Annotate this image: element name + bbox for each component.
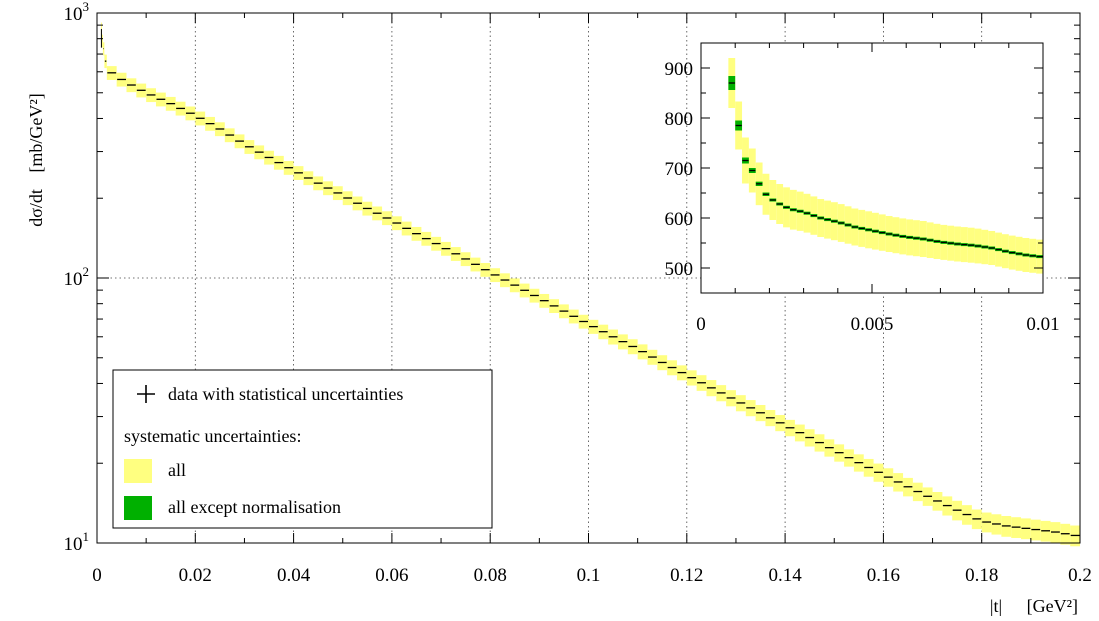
x-axis-unit: [GeV²] [1027, 596, 1078, 616]
legend: data with statistical uncertainties syst… [112, 369, 493, 529]
legend-norm-label: all except normalisation [168, 497, 341, 517]
main-data-points [100, 28, 1080, 537]
legend-data-marker [137, 385, 155, 403]
legend-swatch-norm [124, 496, 152, 520]
main-x-tick-label: 0.16 [867, 565, 900, 586]
main-x-tick-label: 0.02 [179, 565, 212, 586]
legend-swatch-all [124, 459, 152, 483]
inset-y-tick-label: 800 [665, 109, 694, 130]
main-x-tick-label: 0.1 [577, 565, 601, 586]
main-x-tick-label: 0.08 [474, 565, 507, 586]
x-axis-quantity: |t| [990, 596, 1002, 616]
inset-data-points [728, 82, 1043, 258]
main-x-tick-label: 0 [92, 565, 102, 586]
legend-all-label: all [168, 460, 186, 480]
inset-x-tick-label: 0 [696, 314, 706, 335]
legend-box [112, 369, 493, 529]
inset-y-tick-label: 600 [665, 209, 694, 230]
main-x-tick-label: 0.14 [768, 565, 802, 586]
main-chart: 0 0.02 0.04 0.06 0.08 0.1 0.12 0.14 0.16 0.18 0.2 1… [26, 0, 1092, 616]
x-axis-label: |t| [GeV²] [990, 596, 1078, 616]
main-y-tick-exponent: 2 [83, 264, 90, 279]
y-axis-label: dσ/dt [mb/GeV²] [26, 93, 46, 227]
inset-axis-ticks: 0 0.005 0.01 500 600 700 800 900 [665, 42, 1060, 335]
legend-header: systematic uncertainties: [124, 426, 301, 446]
y-axis-unit: [mb/GeV²] [26, 93, 46, 172]
main-x-tick-label: 0.2 [1068, 565, 1092, 586]
legend-data-label: data with statistical uncertainties [168, 384, 403, 404]
main-y-tick-label: 103 [64, 0, 90, 25]
main-x-tick-label: 0.18 [965, 565, 998, 586]
inset-chart: 0 0.005 0.01 500 600 700 800 900 [665, 42, 1060, 335]
inset-y-tick-label: 500 [665, 259, 694, 280]
main-y-tick-label: 102 [64, 264, 90, 290]
main-y-tick-exponent: 3 [83, 0, 90, 14]
main-y-tick-label: 101 [64, 529, 90, 555]
inset-x-tick-label: 0.005 [851, 314, 894, 335]
main-x-tick-label: 0.12 [670, 565, 703, 586]
y-axis-quantity: dσ/dt [26, 189, 46, 227]
main-x-tick-label: 0.04 [277, 565, 311, 586]
main-y-tick-exponent: 1 [83, 529, 90, 544]
main-x-tick-label: 0.06 [375, 565, 408, 586]
inset-y-tick-label: 900 [665, 59, 694, 80]
inset-x-tick-label: 0.01 [1026, 314, 1059, 335]
main-axis-ticks: 0 0.02 0.04 0.06 0.08 0.1 0.12 0.14 0.16 0.18 0.2 1… [64, 0, 1092, 586]
inset-y-tick-label: 700 [665, 159, 694, 180]
